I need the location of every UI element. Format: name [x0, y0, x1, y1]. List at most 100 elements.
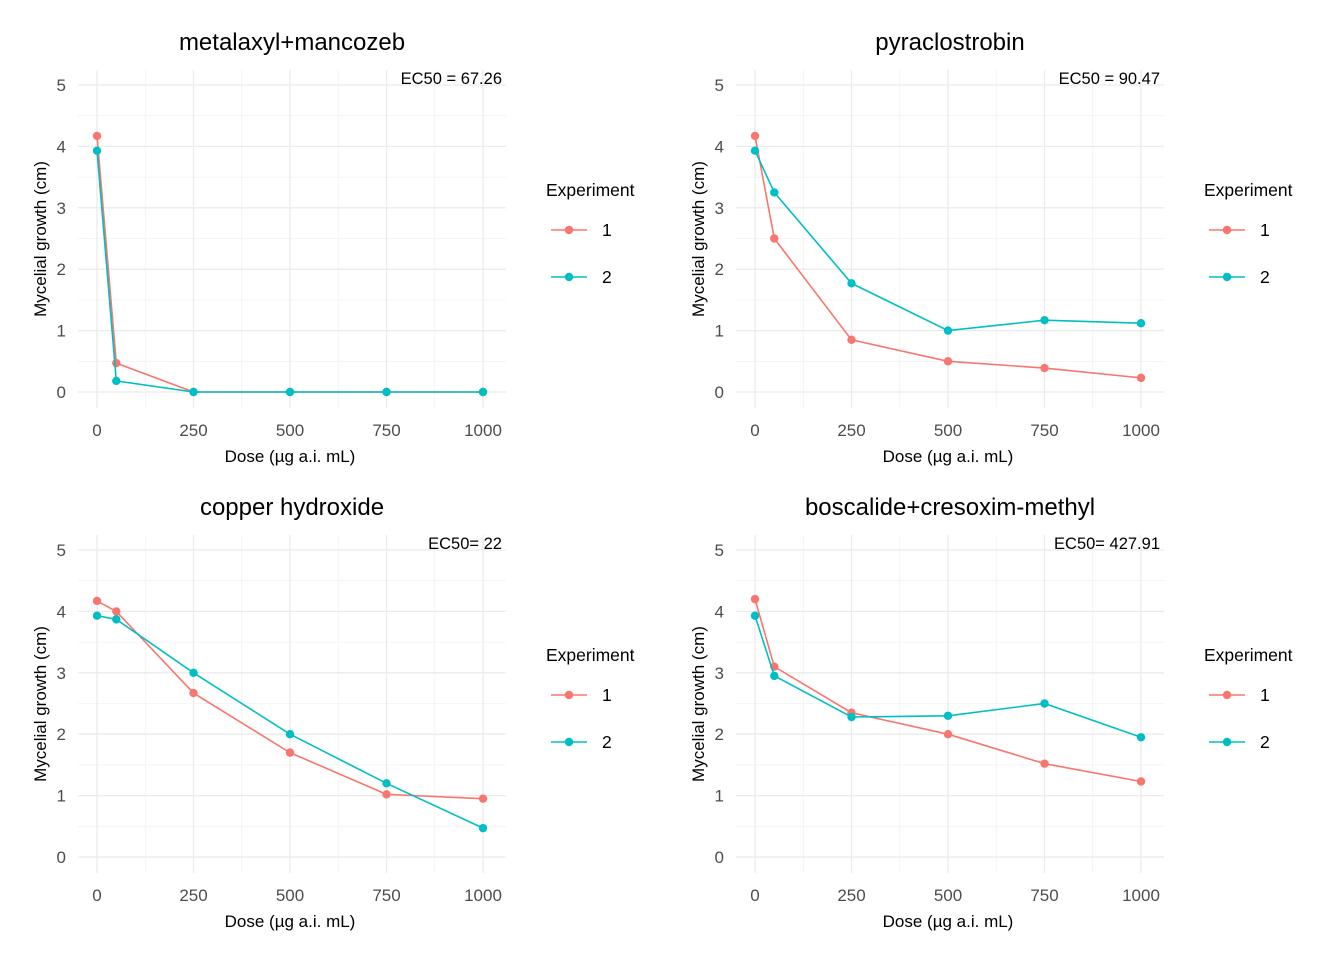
y-tick-label: 2: [57, 725, 66, 744]
data-point: [847, 335, 856, 345]
y-axis-label: Mycelial growth (cm): [31, 626, 50, 782]
chart-panel: 0 250 500 750 1000 0 1 2 3 4 5 metalaxyl+mancozeb Do…: [31, 29, 635, 466]
data-point: [92, 596, 102, 606]
data-point: [478, 794, 488, 803]
data-point: [1040, 759, 1049, 768]
data-point: [750, 146, 760, 155]
data-point: [112, 615, 121, 624]
data-point: [770, 671, 779, 681]
y-tick-label: 1: [715, 322, 724, 341]
data-point: [112, 376, 121, 386]
x-tick-label: 250: [179, 421, 207, 440]
series-line: [754, 598, 1142, 783]
y-tick-label: 0: [57, 383, 66, 402]
chart-title: metalaxyl+mancozeb: [179, 29, 405, 56]
legend-title: Experiment: [546, 180, 635, 200]
y-tick-label: 0: [57, 848, 66, 867]
data-point: [1136, 733, 1146, 742]
y-tick-label: 5: [57, 541, 66, 560]
y-tick-label: 1: [57, 322, 66, 341]
x-tick-label: 750: [1030, 421, 1058, 440]
x-tick-label: 1000: [1122, 421, 1160, 440]
x-axis-label: Dose (µg a.i. mL): [883, 447, 1014, 466]
y-tick-label: 4: [715, 137, 724, 156]
legend-key-point: [1222, 272, 1232, 282]
chart-panel: 0 250 500 750 1000 0 1 2 3 4 5 copper hydroxide Dose…: [31, 494, 635, 931]
data-point: [92, 146, 102, 155]
y-axis-label: Mycelial growth (cm): [689, 626, 708, 782]
legend-label: 2: [1260, 732, 1270, 752]
data-point: [750, 611, 760, 620]
data-point: [189, 387, 198, 397]
data-point: [382, 387, 391, 397]
x-tick-label: 750: [372, 886, 400, 905]
x-tick-label: 250: [837, 421, 865, 440]
ec50-annotation: EC50= 22: [428, 535, 502, 553]
legend-label: 1: [1260, 685, 1270, 705]
data-point: [770, 234, 779, 243]
y-tick-label: 3: [57, 664, 66, 683]
data-point: [1136, 319, 1146, 328]
data-point: [943, 357, 953, 366]
series-line: [754, 615, 1142, 739]
data-point: [189, 688, 198, 698]
y-tick-label: 2: [57, 260, 66, 279]
legend-key-point: [1222, 690, 1232, 700]
data-point: [189, 668, 198, 677]
data-point: [112, 358, 121, 368]
series-line: [754, 150, 1142, 332]
x-axis-label: Dose (µg a.i. mL): [883, 912, 1014, 931]
data-point: [1040, 363, 1049, 373]
x-tick-label: 500: [934, 886, 962, 905]
x-tick-label: 1000: [464, 421, 502, 440]
data-point: [478, 823, 488, 833]
legend-title: Experiment: [1204, 645, 1293, 665]
series-line: [754, 135, 1142, 379]
legend-key-point: [564, 690, 574, 700]
data-point: [943, 730, 953, 739]
data-point: [847, 712, 856, 722]
x-tick-label: 500: [276, 421, 304, 440]
ec50-annotation: EC50= 427.91: [1054, 535, 1160, 553]
data-point: [112, 607, 121, 616]
legend-key-point: [564, 225, 574, 235]
legend-label: 1: [602, 685, 612, 705]
chart-panel: 0 250 500 750 1000 0 1 2 3 4 5 boscalide+cresoxim-m…: [689, 494, 1293, 931]
ec50-annotation: EC50 = 67.26: [401, 70, 502, 88]
chart-panel: 0 250 500 750 1000 0 1 2 3 4 5 pyraclostrobin Dose (…: [689, 29, 1293, 466]
data-point: [285, 730, 295, 739]
y-axis-label: Mycelial growth (cm): [689, 161, 708, 317]
data-point: [750, 594, 760, 604]
legend-label: 1: [1260, 220, 1270, 240]
ec50-annotation: EC50 = 90.47: [1059, 70, 1160, 88]
data-point: [943, 326, 953, 335]
y-tick-label: 0: [715, 848, 724, 867]
legend-label: 2: [602, 267, 612, 287]
legend-key-point: [1222, 225, 1232, 235]
x-tick-label: 250: [837, 886, 865, 905]
x-tick-label: 0: [750, 886, 759, 905]
y-tick-label: 4: [715, 602, 724, 621]
y-tick-label: 3: [715, 664, 724, 683]
x-tick-label: 1000: [1122, 886, 1160, 905]
data-point: [478, 387, 488, 397]
data-point: [1136, 373, 1146, 383]
y-tick-label: 5: [715, 541, 724, 560]
x-tick-label: 500: [934, 421, 962, 440]
x-tick-label: 0: [750, 421, 759, 440]
data-point: [847, 279, 856, 288]
data-point: [382, 779, 391, 788]
data-point: [92, 611, 102, 620]
legend-title: Experiment: [1204, 180, 1293, 200]
series-line: [96, 150, 483, 393]
data-point: [92, 131, 102, 141]
chart-title: pyraclostrobin: [875, 29, 1024, 56]
chart-title: copper hydroxide: [200, 494, 384, 521]
y-tick-label: 2: [715, 260, 724, 279]
x-tick-label: 1000: [464, 886, 502, 905]
y-tick-label: 0: [715, 383, 724, 402]
data-point: [1040, 699, 1049, 708]
y-axis-label: Mycelial growth (cm): [31, 161, 50, 317]
data-point: [1040, 315, 1049, 325]
data-point: [770, 188, 779, 197]
